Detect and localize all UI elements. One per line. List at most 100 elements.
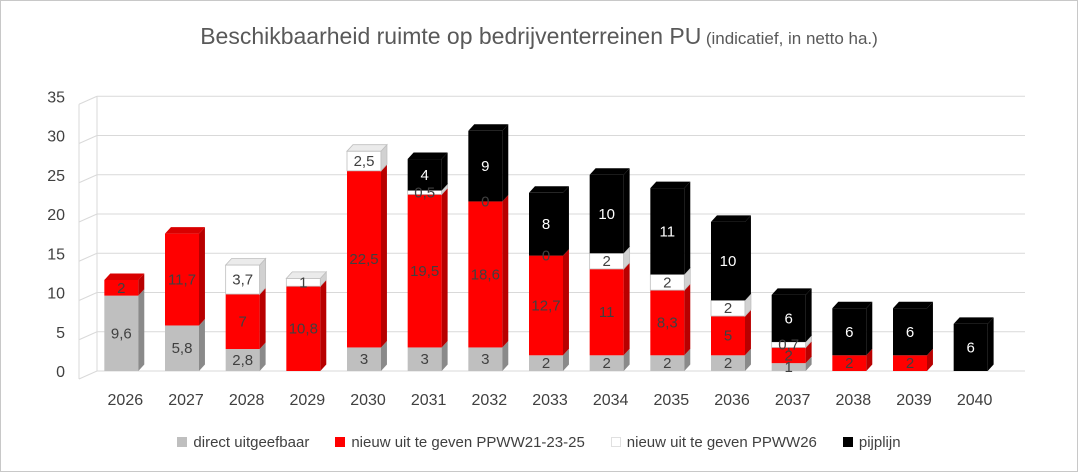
bar-front	[225, 349, 260, 371]
y-tick-label: 30	[47, 129, 65, 146]
bar-side	[684, 283, 691, 356]
data-label: 8,3	[657, 315, 678, 332]
bar-side	[441, 182, 449, 196]
bar-front	[650, 188, 685, 275]
data-label: 2	[784, 347, 792, 364]
data-label: 22,5	[349, 251, 378, 268]
data-label: 7	[238, 314, 246, 331]
bar-front	[407, 347, 442, 371]
y-tick-label: 35	[47, 89, 65, 106]
data-label: 2	[906, 355, 914, 372]
bar-front	[286, 286, 321, 371]
chart-legend: direct uitgeefbaar nieuw uit te geven PPW…	[1, 431, 1077, 453]
bar-side	[563, 186, 569, 256]
grid-diagonal	[78, 370, 98, 380]
grid-diagonal	[78, 292, 98, 301]
bar-side	[199, 318, 205, 371]
bar-front	[589, 174, 624, 254]
bar-front	[953, 323, 988, 371]
chart-title: Beschikbaarheid ruimte op bedrijventerre…	[1, 23, 1077, 50]
bar-side	[623, 262, 630, 356]
bar-side	[745, 215, 751, 301]
y-tick-label: 20	[47, 207, 65, 224]
data-label: 10	[598, 206, 615, 223]
bar-front	[468, 130, 503, 202]
legend-swatch	[335, 437, 346, 447]
data-label: 5	[724, 328, 732, 345]
bar-front	[893, 308, 927, 356]
bar-front	[893, 355, 927, 371]
bar-front	[165, 325, 199, 371]
bar-top	[832, 301, 873, 309]
x-tick-label: 2039	[896, 392, 932, 409]
bar-front	[589, 355, 624, 371]
bar-side	[684, 348, 691, 371]
data-label: 2	[663, 274, 671, 291]
bar-front	[771, 347, 806, 364]
bar-side	[623, 168, 630, 254]
bar-front	[468, 201, 503, 348]
bar-front	[407, 194, 442, 348]
bar-side	[927, 348, 933, 371]
bar-front	[529, 255, 563, 356]
bar-side	[138, 273, 145, 296]
bar-front	[650, 290, 685, 356]
bar-top	[953, 317, 994, 324]
x-tick-label: 2037	[775, 392, 811, 409]
data-label: 12,7	[531, 297, 560, 314]
bar-side	[623, 348, 630, 371]
x-tick-label: 2040	[957, 392, 993, 409]
y-tick-label: 25	[47, 168, 65, 185]
grid-diagonal	[78, 135, 98, 144]
title-main: Beschikbaarheid ruimte op bedrijventerre…	[200, 23, 702, 49]
x-tick-label: 2026	[108, 392, 144, 409]
bar-side	[199, 227, 205, 326]
bar-side	[441, 340, 448, 371]
x-tick-label: 2029	[290, 392, 326, 409]
grid-diagonal	[78, 331, 98, 341]
data-label: 2	[117, 280, 125, 297]
legend-swatch	[177, 437, 188, 447]
data-label: 18,6	[471, 266, 500, 283]
y-tick-label: 0	[56, 364, 65, 381]
x-tick-label: 2030	[350, 392, 386, 409]
data-label: 2	[845, 355, 853, 372]
data-label: 2,8	[232, 352, 253, 369]
legend-swatch	[842, 437, 853, 447]
bar-front	[711, 316, 745, 356]
bar-side	[866, 348, 873, 371]
data-label: 2,5	[354, 153, 375, 170]
data-label: 11,7	[168, 272, 196, 289]
bar-front	[347, 347, 381, 371]
data-label: 3	[360, 351, 368, 368]
data-label: 8	[542, 216, 550, 233]
data-label: 19,5	[410, 263, 439, 280]
bar-top	[104, 273, 145, 280]
bar-side	[381, 164, 387, 348]
data-label: 6	[966, 339, 974, 356]
y-tick-label: 5	[56, 325, 65, 342]
bar-top	[285, 271, 328, 279]
bar-top	[165, 227, 205, 234]
bar-front	[771, 294, 806, 342]
data-label: 2	[724, 355, 732, 372]
bar-side	[320, 279, 327, 371]
bar-side	[259, 342, 266, 371]
x-tick-label: 2035	[654, 392, 690, 409]
bar-side	[502, 194, 509, 348]
bar-side	[441, 152, 448, 191]
bar-front	[529, 192, 563, 256]
data-label: 2	[602, 253, 610, 270]
x-tick-label: 2027	[168, 392, 204, 409]
bar-top	[224, 258, 267, 266]
bar-side	[987, 317, 994, 371]
data-label: 4	[420, 167, 428, 184]
bar-front	[347, 170, 381, 348]
data-label: 6	[906, 324, 914, 341]
bar-side	[745, 309, 751, 356]
bar-front	[711, 221, 745, 301]
grid-diagonal	[78, 252, 98, 262]
grid-diagonal	[78, 95, 98, 105]
data-label: 3,7	[232, 272, 253, 289]
